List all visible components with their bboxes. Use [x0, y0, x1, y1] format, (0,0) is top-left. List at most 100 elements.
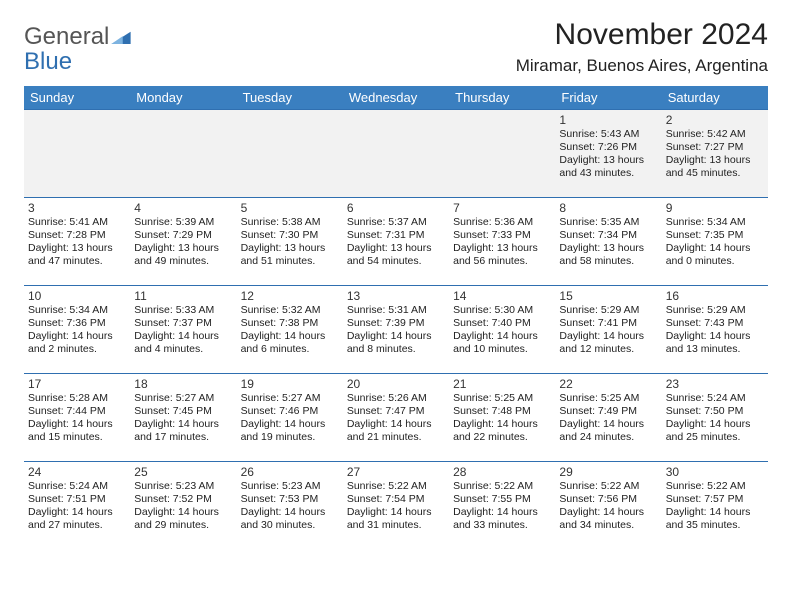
daylight-text: Daylight: 14 hours and 33 minutes.	[453, 506, 551, 532]
sunset-text: Sunset: 7:36 PM	[28, 317, 126, 330]
dayhead-wed: Wednesday	[343, 86, 449, 110]
day-cell: 15Sunrise: 5:29 AMSunset: 7:41 PMDayligh…	[555, 286, 661, 374]
sunrise-text: Sunrise: 5:22 AM	[559, 480, 657, 493]
week-row: 1Sunrise: 5:43 AMSunset: 7:26 PMDaylight…	[24, 110, 768, 198]
sunrise-text: Sunrise: 5:28 AM	[28, 392, 126, 405]
month-title: November 2024	[516, 18, 768, 52]
day-cell: 14Sunrise: 5:30 AMSunset: 7:40 PMDayligh…	[449, 286, 555, 374]
sunrise-text: Sunrise: 5:29 AM	[666, 304, 764, 317]
day-cell: 1Sunrise: 5:43 AMSunset: 7:26 PMDaylight…	[555, 110, 661, 198]
sunrise-text: Sunrise: 5:36 AM	[453, 216, 551, 229]
week-row: 17Sunrise: 5:28 AMSunset: 7:44 PMDayligh…	[24, 374, 768, 462]
sunrise-text: Sunrise: 5:23 AM	[134, 480, 232, 493]
day-number: 10	[28, 289, 126, 303]
sunrise-text: Sunrise: 5:27 AM	[241, 392, 339, 405]
daylight-text: Daylight: 14 hours and 2 minutes.	[28, 330, 126, 356]
week-row: 24Sunrise: 5:24 AMSunset: 7:51 PMDayligh…	[24, 462, 768, 550]
day-number: 26	[241, 465, 339, 479]
day-cell: 19Sunrise: 5:27 AMSunset: 7:46 PMDayligh…	[237, 374, 343, 462]
day-number: 6	[347, 201, 445, 215]
sunset-text: Sunset: 7:47 PM	[347, 405, 445, 418]
day-number: 9	[666, 201, 764, 215]
day-number: 17	[28, 377, 126, 391]
sunrise-text: Sunrise: 5:24 AM	[666, 392, 764, 405]
dayhead-sat: Saturday	[662, 86, 768, 110]
sunrise-text: Sunrise: 5:32 AM	[241, 304, 339, 317]
day-number: 16	[666, 289, 764, 303]
day-cell	[343, 110, 449, 198]
day-cell: 27Sunrise: 5:22 AMSunset: 7:54 PMDayligh…	[343, 462, 449, 550]
day-number: 4	[134, 201, 232, 215]
week-row: 10Sunrise: 5:34 AMSunset: 7:36 PMDayligh…	[24, 286, 768, 374]
daylight-text: Daylight: 14 hours and 19 minutes.	[241, 418, 339, 444]
title-block: November 2024 Miramar, Buenos Aires, Arg…	[516, 18, 768, 76]
daylight-text: Daylight: 13 hours and 56 minutes.	[453, 242, 551, 268]
daylight-text: Daylight: 14 hours and 27 minutes.	[28, 506, 126, 532]
daylight-text: Daylight: 13 hours and 49 minutes.	[134, 242, 232, 268]
sunset-text: Sunset: 7:39 PM	[347, 317, 445, 330]
daylight-text: Daylight: 14 hours and 22 minutes.	[453, 418, 551, 444]
sunset-text: Sunset: 7:56 PM	[559, 493, 657, 506]
day-cell: 9Sunrise: 5:34 AMSunset: 7:35 PMDaylight…	[662, 198, 768, 286]
day-cell: 25Sunrise: 5:23 AMSunset: 7:52 PMDayligh…	[130, 462, 236, 550]
day-cell: 4Sunrise: 5:39 AMSunset: 7:29 PMDaylight…	[130, 198, 236, 286]
sunset-text: Sunset: 7:45 PM	[134, 405, 232, 418]
day-cell: 20Sunrise: 5:26 AMSunset: 7:47 PMDayligh…	[343, 374, 449, 462]
sunrise-text: Sunrise: 5:43 AM	[559, 128, 657, 141]
day-cell: 10Sunrise: 5:34 AMSunset: 7:36 PMDayligh…	[24, 286, 130, 374]
sunset-text: Sunset: 7:37 PM	[134, 317, 232, 330]
day-cell: 2Sunrise: 5:42 AMSunset: 7:27 PMDaylight…	[662, 110, 768, 198]
sunset-text: Sunset: 7:46 PM	[241, 405, 339, 418]
sunrise-text: Sunrise: 5:26 AM	[347, 392, 445, 405]
day-number: 27	[347, 465, 445, 479]
brand-part2: Blue	[24, 48, 72, 75]
day-cell: 22Sunrise: 5:25 AMSunset: 7:49 PMDayligh…	[555, 374, 661, 462]
day-cell: 17Sunrise: 5:28 AMSunset: 7:44 PMDayligh…	[24, 374, 130, 462]
sunrise-text: Sunrise: 5:41 AM	[28, 216, 126, 229]
location-text: Miramar, Buenos Aires, Argentina	[516, 56, 768, 76]
sunrise-text: Sunrise: 5:38 AM	[241, 216, 339, 229]
sunrise-text: Sunrise: 5:25 AM	[453, 392, 551, 405]
daylight-text: Daylight: 14 hours and 29 minutes.	[134, 506, 232, 532]
sunset-text: Sunset: 7:28 PM	[28, 229, 126, 242]
day-cell: 5Sunrise: 5:38 AMSunset: 7:30 PMDaylight…	[237, 198, 343, 286]
sunrise-text: Sunrise: 5:29 AM	[559, 304, 657, 317]
day-cell	[237, 110, 343, 198]
daylight-text: Daylight: 13 hours and 58 minutes.	[559, 242, 657, 268]
day-cell: 21Sunrise: 5:25 AMSunset: 7:48 PMDayligh…	[449, 374, 555, 462]
day-number: 7	[453, 201, 551, 215]
header: GeneralBlue November 2024 Miramar, Bueno…	[24, 18, 768, 76]
sunrise-text: Sunrise: 5:23 AM	[241, 480, 339, 493]
sunset-text: Sunset: 7:54 PM	[347, 493, 445, 506]
day-cell	[449, 110, 555, 198]
sunrise-text: Sunrise: 5:35 AM	[559, 216, 657, 229]
sunset-text: Sunset: 7:33 PM	[453, 229, 551, 242]
calendar-body: 1Sunrise: 5:43 AMSunset: 7:26 PM Daylight…	[24, 110, 768, 550]
day-cell: 29Sunrise: 5:22 AMSunset: 7:56 PMDayligh…	[555, 462, 661, 550]
day-number: 2	[666, 113, 764, 127]
brand-part1: General	[24, 23, 109, 50]
sunrise-text: Sunrise: 5:33 AM	[134, 304, 232, 317]
calendar-table: Sunday Monday Tuesday Wednesday Thursday…	[24, 86, 768, 550]
daylight-text: Daylight: 14 hours and 21 minutes.	[347, 418, 445, 444]
daylight-text: Daylight: 14 hours and 24 minutes.	[559, 418, 657, 444]
day-cell	[130, 110, 236, 198]
day-cell: 6Sunrise: 5:37 AMSunset: 7:31 PMDaylight…	[343, 198, 449, 286]
day-number: 20	[347, 377, 445, 391]
week-row: 3Sunrise: 5:41 AMSunset: 7:28 PMDaylight…	[24, 198, 768, 286]
sunset-text: Sunset: 7:29 PM	[134, 229, 232, 242]
daylight-text: Daylight: 14 hours and 25 minutes.	[666, 418, 764, 444]
day-cell: 13Sunrise: 5:31 AMSunset: 7:39 PMDayligh…	[343, 286, 449, 374]
daylight-text: Daylight: 14 hours and 0 minutes.	[666, 242, 764, 268]
sunset-text: Sunset: 7:30 PM	[241, 229, 339, 242]
day-number: 8	[559, 201, 657, 215]
sunset-text: Sunset: 7:26 PM	[559, 141, 657, 154]
day-number: 21	[453, 377, 551, 391]
day-cell: 30Sunrise: 5:22 AMSunset: 7:57 PMDayligh…	[662, 462, 768, 550]
day-number: 24	[28, 465, 126, 479]
daylight-text: Daylight: 14 hours and 8 minutes.	[347, 330, 445, 356]
day-number: 1	[559, 113, 657, 127]
sunrise-text: Sunrise: 5:34 AM	[666, 216, 764, 229]
sunrise-text: Sunrise: 5:22 AM	[453, 480, 551, 493]
daylight-text: Daylight: 14 hours and 35 minutes.	[666, 506, 764, 532]
